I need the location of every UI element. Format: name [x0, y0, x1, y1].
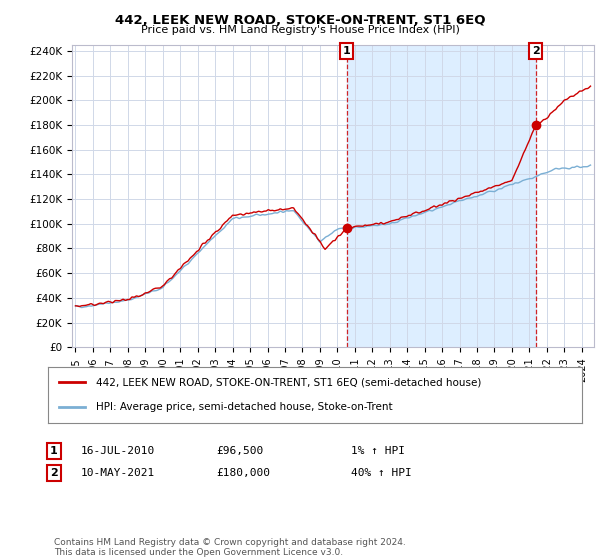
Text: 442, LEEK NEW ROAD, STOKE-ON-TRENT, ST1 6EQ: 442, LEEK NEW ROAD, STOKE-ON-TRENT, ST1 … — [115, 14, 485, 27]
Text: Contains HM Land Registry data © Crown copyright and database right 2024.
This d: Contains HM Land Registry data © Crown c… — [54, 538, 406, 557]
Text: £96,500: £96,500 — [216, 446, 263, 456]
Text: 1: 1 — [50, 446, 58, 456]
Text: 2: 2 — [532, 46, 539, 56]
Text: 40% ↑ HPI: 40% ↑ HPI — [351, 468, 412, 478]
Text: 1% ↑ HPI: 1% ↑ HPI — [351, 446, 405, 456]
Text: 10-MAY-2021: 10-MAY-2021 — [81, 468, 155, 478]
Text: £180,000: £180,000 — [216, 468, 270, 478]
Text: 16-JUL-2010: 16-JUL-2010 — [81, 446, 155, 456]
Bar — [347, 45, 536, 347]
Text: 2: 2 — [50, 468, 58, 478]
Text: 442, LEEK NEW ROAD, STOKE-ON-TRENT, ST1 6EQ (semi-detached house): 442, LEEK NEW ROAD, STOKE-ON-TRENT, ST1 … — [96, 377, 481, 388]
Text: 1: 1 — [343, 46, 350, 56]
Text: HPI: Average price, semi-detached house, Stoke-on-Trent: HPI: Average price, semi-detached house,… — [96, 402, 392, 412]
Text: Price paid vs. HM Land Registry's House Price Index (HPI): Price paid vs. HM Land Registry's House … — [140, 25, 460, 35]
